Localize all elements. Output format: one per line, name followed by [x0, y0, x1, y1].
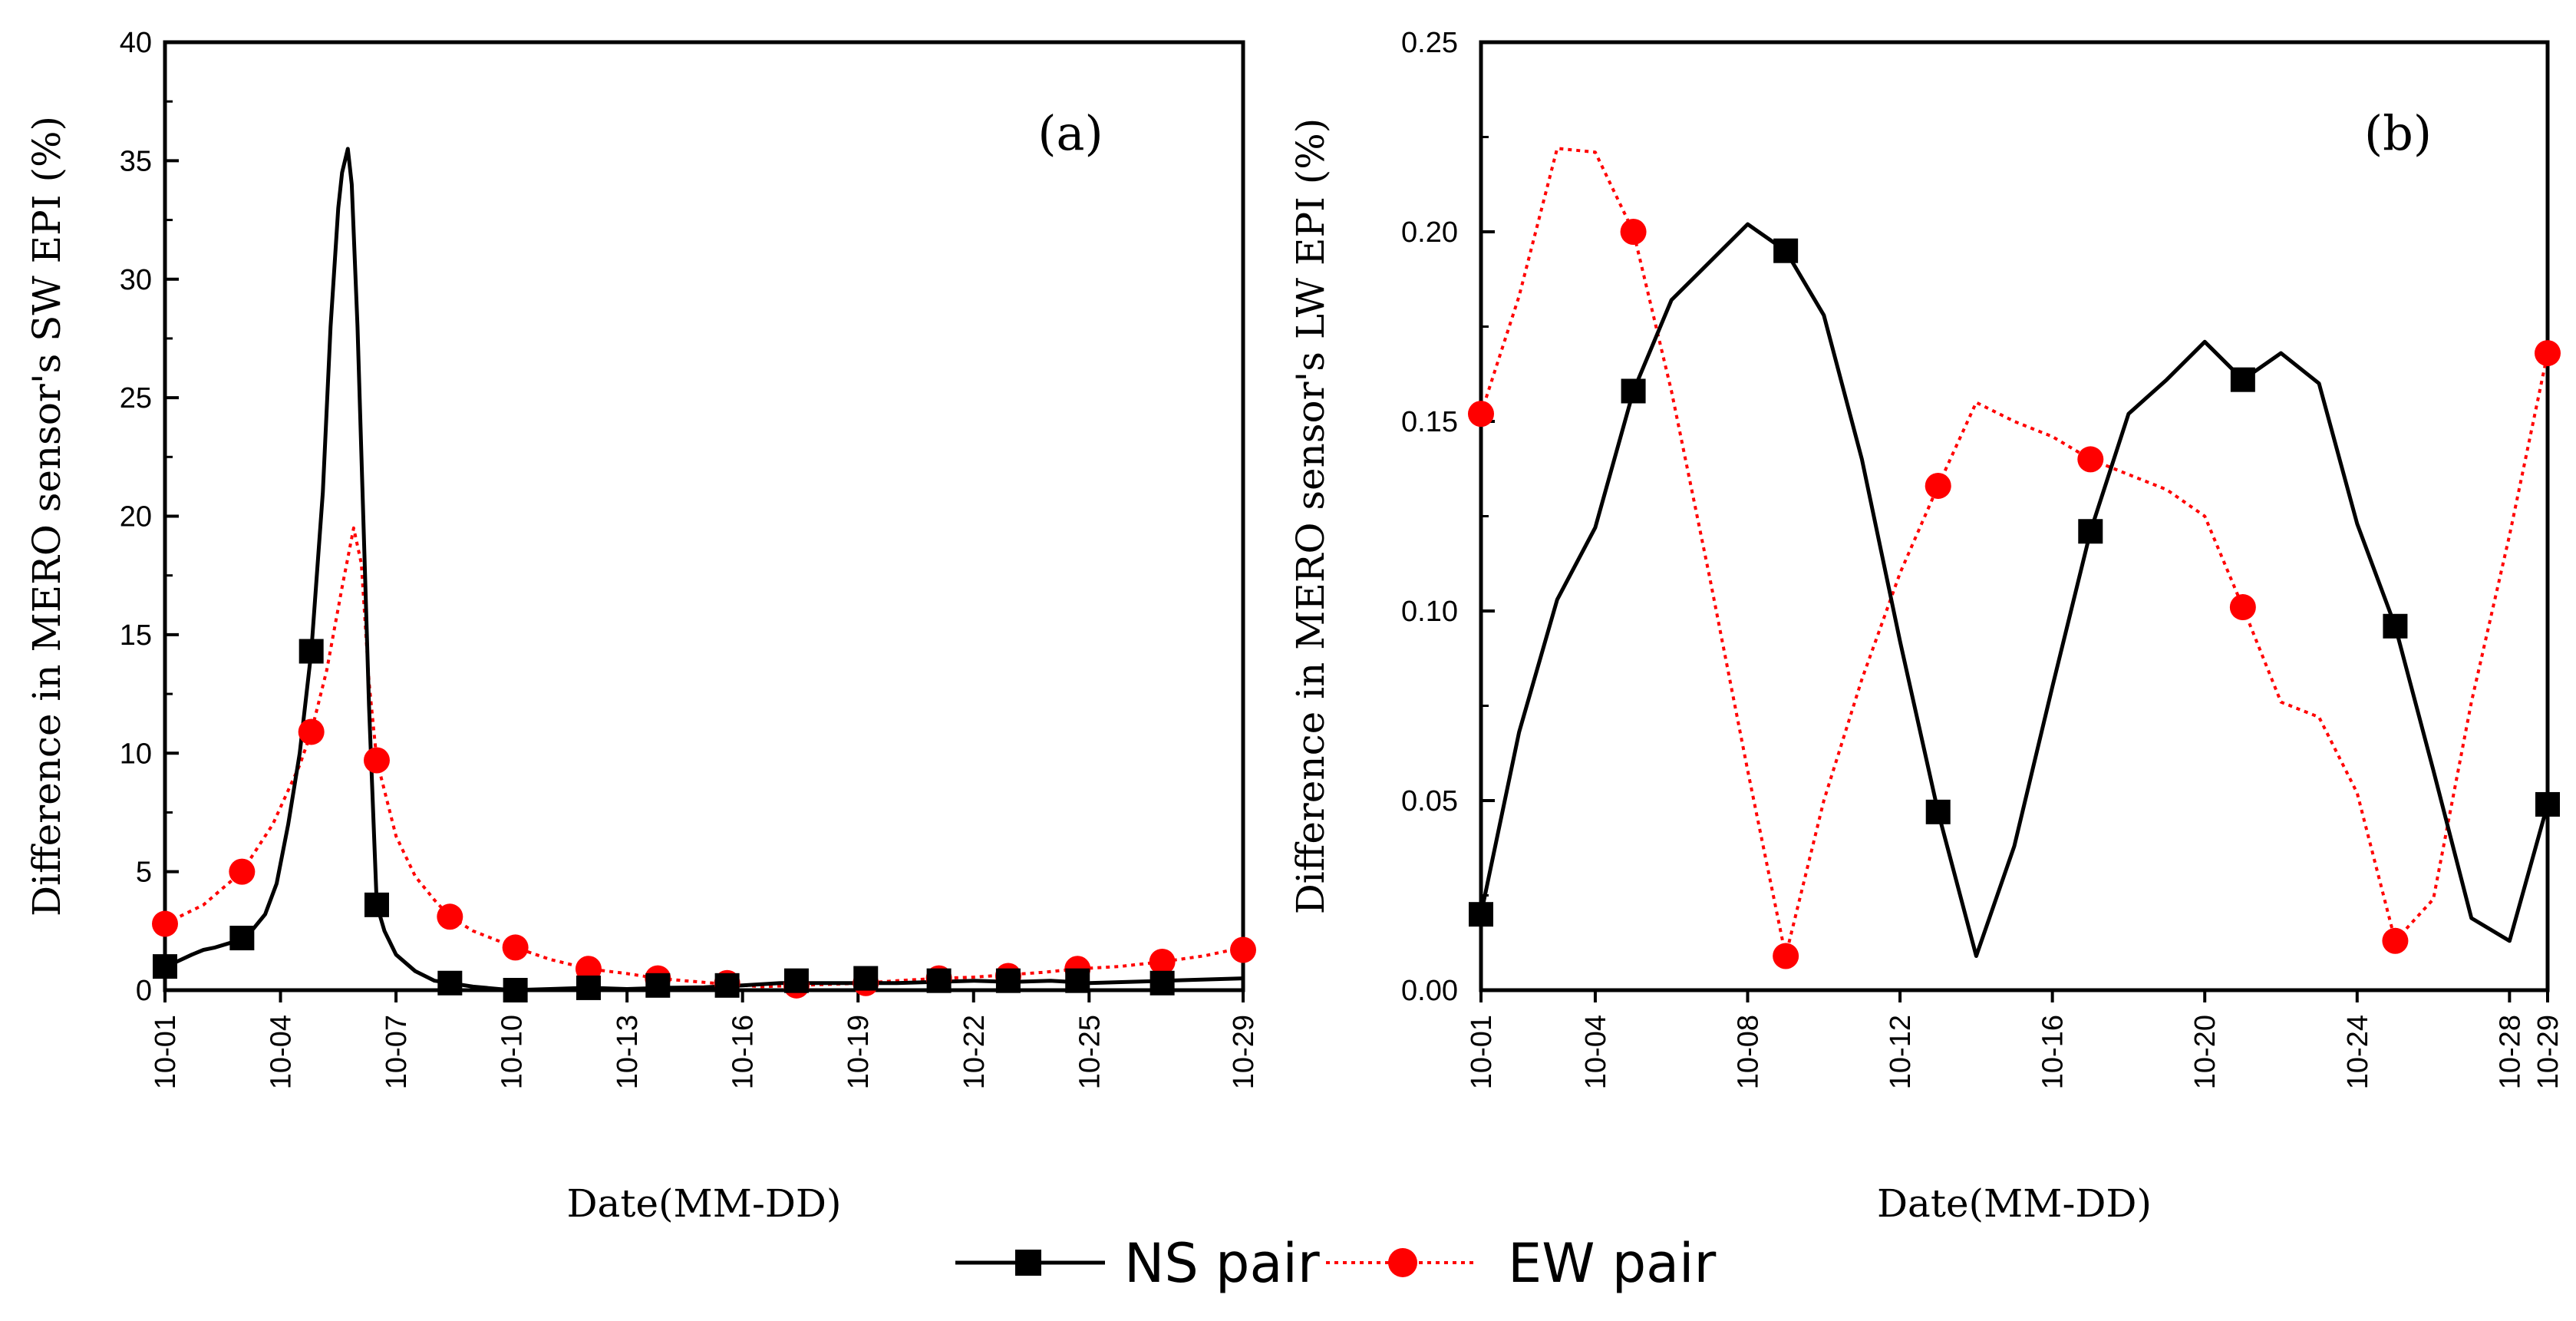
ns-pair-marker	[1621, 378, 1646, 404]
x-tick-label: 10-01	[1466, 1015, 1498, 1089]
y-axis-title: Difference in MERO sensor's LW EPI (%)	[1288, 118, 1333, 915]
y-axis-title: Difference in MERO sensor's SW EPI (%)	[25, 116, 69, 916]
ns-pair-line	[1481, 222, 2548, 958]
y-tick-label: 10	[120, 738, 152, 770]
ns-pair-line	[165, 147, 1243, 990]
x-tick-label: 10-07	[381, 1015, 413, 1089]
x-tick-label: 10-24	[2342, 1015, 2374, 1089]
chart-panel-b: 0.00 0.05 0.10 0.15 0.20 0.25 10-01 10-04 10-08 1…	[1288, 27, 2564, 1226]
panel-label: (a)	[1037, 105, 1103, 161]
ew-pair-marker	[1230, 936, 1256, 963]
ew-pair-line	[1481, 147, 2548, 958]
ew-pair-marker	[2382, 927, 2409, 954]
x-tick-label: 10-12	[1885, 1015, 1917, 1089]
ns-pair-marker	[2383, 613, 2408, 639]
ew-pair-marker	[1149, 948, 1176, 975]
ns-pair-marker	[2078, 519, 2103, 544]
ns-pair-marker	[503, 978, 528, 1002]
x-axis-title: Date(MM-DD)	[1877, 1181, 2152, 1226]
chart-panel-a: 0 5 10 15 20 25 30 35 40 10-01 10-04 10-07 10-10 10-1…	[25, 27, 1260, 1226]
ns-pair-marker	[364, 892, 389, 917]
ns-pair-marker	[1773, 238, 1799, 263]
x-axis-title: Date(MM-DD)	[566, 1181, 841, 1226]
ns-pair-marker	[2230, 367, 2255, 392]
ns-pair-marker	[437, 970, 463, 996]
y-tick-label: 0.05	[1401, 785, 1458, 817]
legend-ns-pair-marker	[1015, 1250, 1041, 1276]
y-tick-label: 0.15	[1401, 406, 1458, 438]
y-tick-label: 15	[120, 619, 152, 652]
y-tick-label: 20	[120, 501, 152, 533]
x-tick-label: 10-20	[2189, 1015, 2221, 1089]
legend-ns-pair-label: NS pair	[1124, 1232, 1320, 1295]
ew-pair-marker	[2229, 594, 2256, 621]
ns-pair-marker	[1925, 799, 1951, 824]
ew-pair-marker	[1620, 219, 1647, 245]
panel-label: (b)	[2364, 105, 2432, 161]
ns-pair-marker	[995, 968, 1021, 993]
y-tick-label: 35	[120, 145, 152, 177]
ew-pair-marker	[363, 747, 390, 774]
ew-pair-marker	[1925, 472, 1951, 499]
ns-pair-marker	[576, 975, 601, 1000]
legend-ew-pair-marker	[1388, 1248, 1417, 1277]
ew-pair-marker	[229, 858, 256, 885]
x-tick-label: 10-04	[266, 1015, 298, 1089]
y-tick-label: 40	[120, 27, 152, 59]
y-tick-label: 0.20	[1401, 216, 1458, 249]
ew-pair-marker	[1468, 401, 1494, 428]
ns-pair-marker	[229, 926, 255, 951]
x-tick-label: 10-01	[150, 1015, 182, 1089]
legend-ew-pair-label: EW pair	[1508, 1232, 1716, 1295]
ew-pair-marker	[575, 956, 602, 982]
ew-pair-marker	[502, 934, 529, 961]
x-tick-label: 10-16	[727, 1015, 760, 1089]
ns-pair-marker	[783, 968, 809, 993]
ns-pair-marker	[853, 966, 879, 991]
x-tick-label: 10-13	[612, 1015, 644, 1089]
x-tick-label: 10-10	[496, 1015, 529, 1089]
y-tick-label: 25	[120, 382, 152, 414]
x-tick-label: 10-29	[2532, 1015, 2564, 1089]
x-tick-label: 10-29	[1228, 1015, 1260, 1089]
x-tick-label: 10-25	[1074, 1015, 1106, 1089]
y-tick-label: 0.25	[1401, 27, 1458, 59]
ns-pair-marker	[645, 973, 671, 998]
ew-pair-marker	[1773, 943, 1799, 969]
x-tick-label: 10-04	[1580, 1015, 1612, 1089]
ns-pair-marker	[298, 639, 324, 664]
x-tick-label: 10-16	[2037, 1015, 2070, 1089]
ns-pair-marker	[1065, 968, 1090, 993]
ew-pair-marker	[2077, 446, 2104, 473]
ns-pair-marker	[1149, 970, 1175, 996]
ew-pair-marker	[298, 718, 325, 745]
y-tick-label: 5	[136, 857, 152, 889]
ew-pair-marker	[437, 903, 463, 930]
ew-pair-line	[165, 526, 1243, 989]
x-tick-label: 10-28	[2494, 1015, 2526, 1089]
ns-pair-marker	[2535, 791, 2560, 817]
ns-pair-marker	[926, 968, 952, 993]
ns-pair-marker	[1469, 902, 1493, 927]
ew-pair-marker	[152, 910, 178, 937]
x-tick-label: 10-22	[958, 1015, 991, 1089]
ns-pair-marker	[714, 973, 740, 998]
y-tick-label: 0.10	[1401, 596, 1458, 628]
ns-pair-marker	[153, 954, 177, 979]
plot-frame	[163, 40, 1245, 992]
legend: NS pair EW pair	[955, 1232, 1716, 1295]
x-tick-label: 10-08	[1733, 1015, 1765, 1089]
y-tick-label: 0.00	[1401, 975, 1458, 1007]
ew-pair-marker	[2535, 340, 2561, 367]
x-tick-label: 10-19	[843, 1015, 875, 1089]
y-tick-label: 0	[136, 975, 152, 1007]
y-tick-label: 30	[120, 264, 152, 296]
